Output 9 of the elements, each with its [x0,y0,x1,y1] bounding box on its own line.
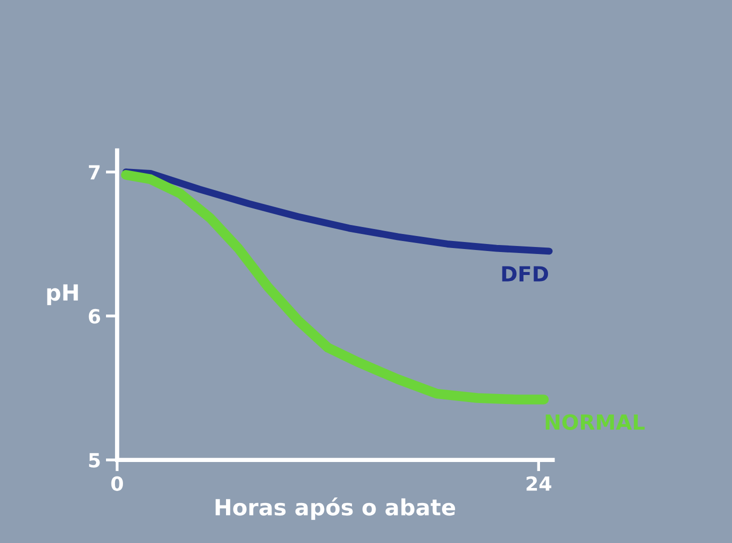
y-axis-title: pH [47,284,78,306]
x-tick-label: 24 [526,476,552,491]
y-tick-label: 6 [88,308,100,324]
y-tick-label: 5 [89,453,100,468]
x-axis-title: Horas após o abate [216,497,456,520]
x-tick-label: 0 [111,476,123,491]
y-tick-label: 7 [88,165,100,180]
series-label: NORMAL [546,414,645,430]
series-label: DFD [502,266,548,282]
